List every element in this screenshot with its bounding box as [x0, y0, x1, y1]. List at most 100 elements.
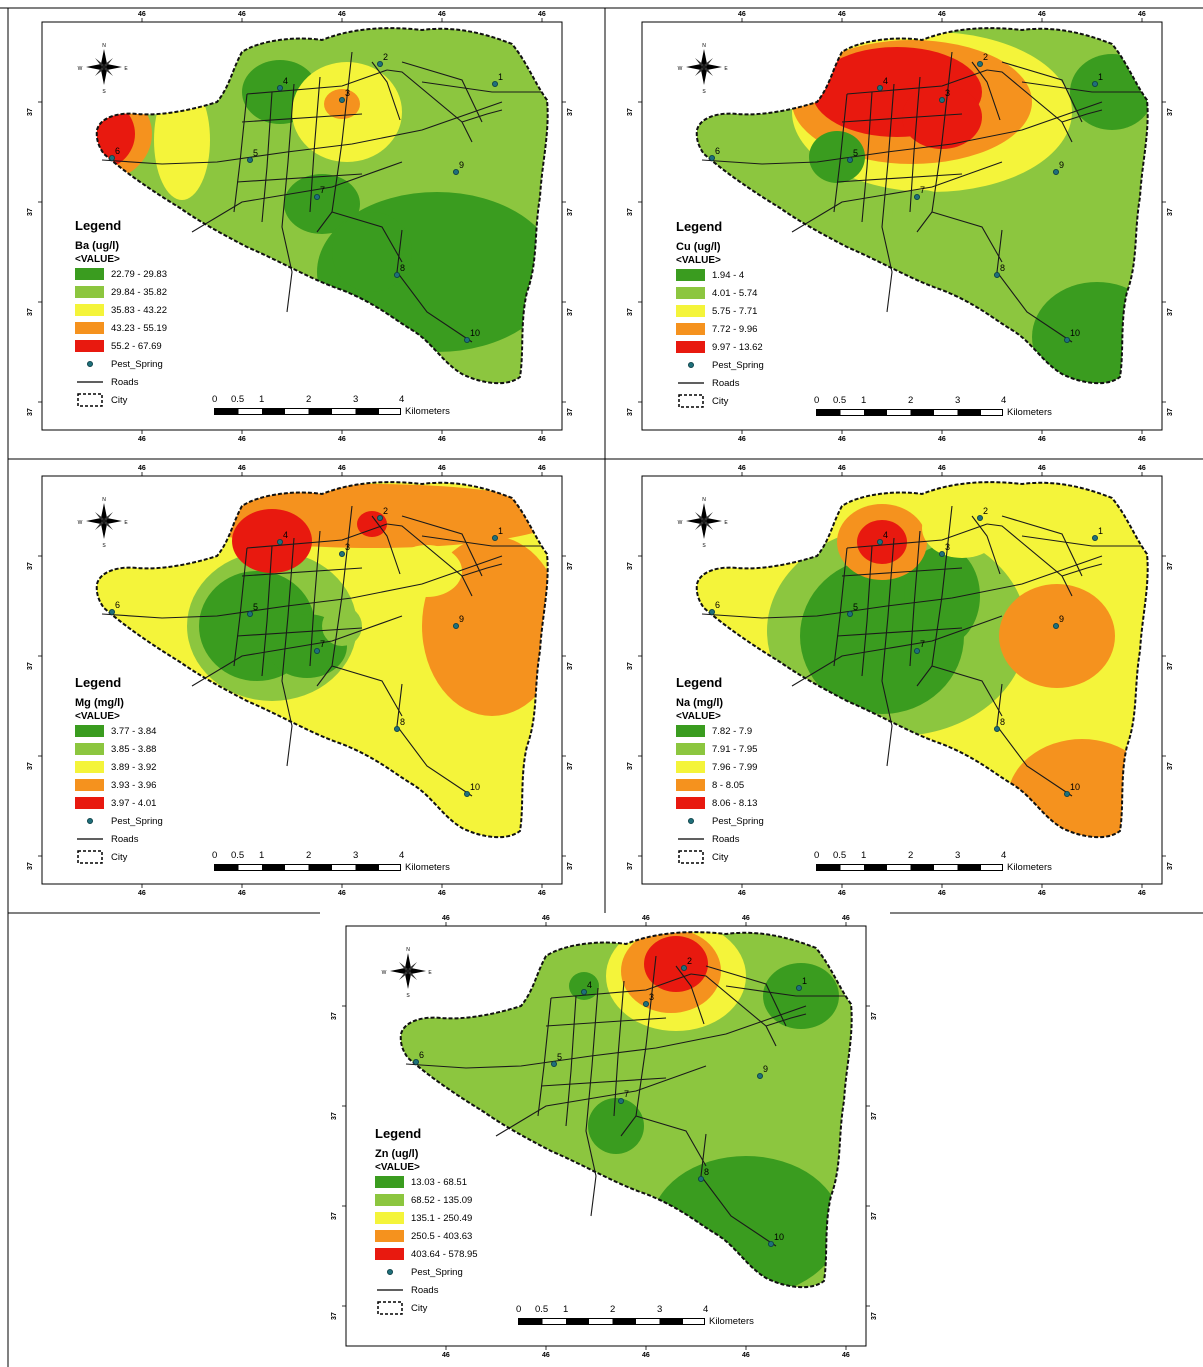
pest-spring-point — [1052, 168, 1059, 175]
latitude-label: 37 — [627, 762, 634, 770]
legend-class-4: 3.93 - 3.96 — [75, 776, 163, 794]
spring-label: 5 — [253, 148, 258, 158]
legend-roads: Roads — [75, 830, 163, 848]
spring-label: 3 — [345, 542, 350, 552]
scale-tick-label: 0.5 — [231, 850, 245, 861]
latitude-label: 37 — [627, 208, 634, 216]
interpolated-surface — [96, 482, 548, 838]
longitude-label: 46 — [138, 436, 146, 443]
legend-class-3: 35.83 - 43.22 — [75, 301, 167, 319]
legend-class-2: 4.01 - 5.74 — [676, 284, 764, 302]
latitude-label: 37 — [567, 862, 574, 870]
legend-swatch — [75, 286, 104, 298]
pest-spring-point — [795, 985, 802, 992]
spring-label: 4 — [587, 980, 592, 990]
surface-zone — [588, 1098, 644, 1154]
legend-swatch — [75, 322, 104, 334]
compass-needle — [686, 64, 704, 70]
longitude-label: 46 — [842, 1352, 850, 1359]
map-panel-ba: 46 46 46 46 46 46 46 46 46 46 37 37 37 37 37 37 37 37 1 2 3 4… — [27, 11, 574, 443]
legend-swatch — [75, 304, 104, 316]
legend-spring: Pest_Spring — [375, 1263, 478, 1281]
scale-tick-label: 0.5 — [231, 394, 245, 405]
legend-class-label: 3.89 - 3.92 — [111, 761, 157, 773]
road-line — [931, 665, 1003, 717]
scale-tick-label: 0 — [212, 850, 218, 861]
spring-label: 8 — [704, 1167, 709, 1177]
latitude-label: 37 — [27, 562, 34, 570]
compass-letter: S — [702, 89, 706, 95]
road-line — [191, 615, 403, 687]
longitude-label: 46 — [842, 915, 850, 922]
road-line — [881, 83, 895, 313]
road-line — [281, 83, 295, 313]
road-line — [675, 965, 705, 1025]
legend-class-4: 7.72 - 9.96 — [676, 320, 764, 338]
legend-class-label: 7.72 - 9.96 — [712, 323, 758, 335]
compass-needle — [405, 953, 411, 971]
compass-needle — [405, 971, 411, 989]
pest-spring-point — [1063, 336, 1070, 343]
compass-letter: W — [78, 520, 83, 526]
legend-class-label: 3.85 - 3.88 — [111, 743, 157, 755]
latitude-label: 37 — [567, 562, 574, 570]
longitude-label: 46 — [742, 915, 750, 922]
spring-label: 10 — [470, 782, 480, 792]
legend-symbol-label: Pest_Spring — [712, 815, 764, 827]
longitude-label: 46 — [238, 465, 246, 472]
longitude-label: 46 — [938, 436, 946, 443]
scale-tick-label: 0.5 — [833, 395, 847, 406]
compass-letter: S — [406, 993, 410, 999]
road-line — [309, 76, 321, 213]
pest-spring-point — [580, 989, 587, 996]
legend-city: City — [676, 848, 764, 866]
road-line — [791, 161, 1003, 233]
road-line — [791, 615, 1003, 687]
pest-spring-point — [109, 154, 116, 161]
surface-zone — [324, 89, 360, 119]
latitude-label: 37 — [1167, 762, 1174, 770]
spring-label: 1 — [1098, 72, 1103, 82]
pest-spring-point — [463, 336, 470, 343]
road-line — [1061, 563, 1103, 577]
longitude-label: 46 — [538, 11, 546, 18]
road-line — [841, 113, 963, 123]
scale-tick-label: 0 — [212, 394, 218, 405]
compass-needle — [101, 521, 107, 539]
pest-spring-point — [993, 725, 1000, 732]
north-arrow-icon: N S W E — [382, 947, 433, 999]
compass-letter: W — [78, 66, 83, 72]
latitude-label: 37 — [331, 1212, 338, 1220]
scale-bar-graphic — [214, 408, 401, 415]
latitude-label: 37 — [1167, 308, 1174, 316]
road-line — [233, 93, 248, 213]
road-line — [236, 627, 363, 637]
longitude-label: 46 — [338, 890, 346, 897]
surface-zone — [1032, 282, 1148, 384]
scale-tick-label: 3 — [955, 850, 961, 861]
pest-spring-point — [846, 156, 853, 163]
legend-class-1: 7.82 - 7.9 — [676, 722, 764, 740]
scale-bar-graphic — [518, 1318, 705, 1325]
legend-swatch — [75, 797, 104, 809]
road-line — [701, 101, 1103, 165]
pest-spring-symbol — [375, 1268, 404, 1276]
legend-class-label: 68.52 - 135.09 — [411, 1194, 473, 1206]
legend-variable: Na (mg/l) — [676, 697, 724, 709]
city-boundary-symbol — [676, 394, 705, 408]
latitude-label: 37 — [27, 208, 34, 216]
longitude-label: 46 — [938, 465, 946, 472]
legend-symbol-label: Roads — [712, 377, 740, 389]
roads-symbol — [676, 837, 705, 841]
pest-spring-point — [376, 61, 383, 68]
pest-spring-point — [452, 168, 459, 175]
legend-swatch — [75, 779, 104, 791]
latitude-label: 37 — [27, 862, 34, 870]
north-arrow-icon: N S W E — [678, 43, 729, 95]
compass-needle — [704, 64, 722, 70]
map-panel-zn: 46 46 46 46 46 46 46 46 46 46 37 37 37 37 37 37 37 37 1 2 3 4… — [331, 915, 878, 1359]
legend-class-label: 1.94 - 4 — [712, 269, 745, 281]
road-line — [246, 523, 388, 549]
compass-letter: E — [428, 970, 432, 976]
